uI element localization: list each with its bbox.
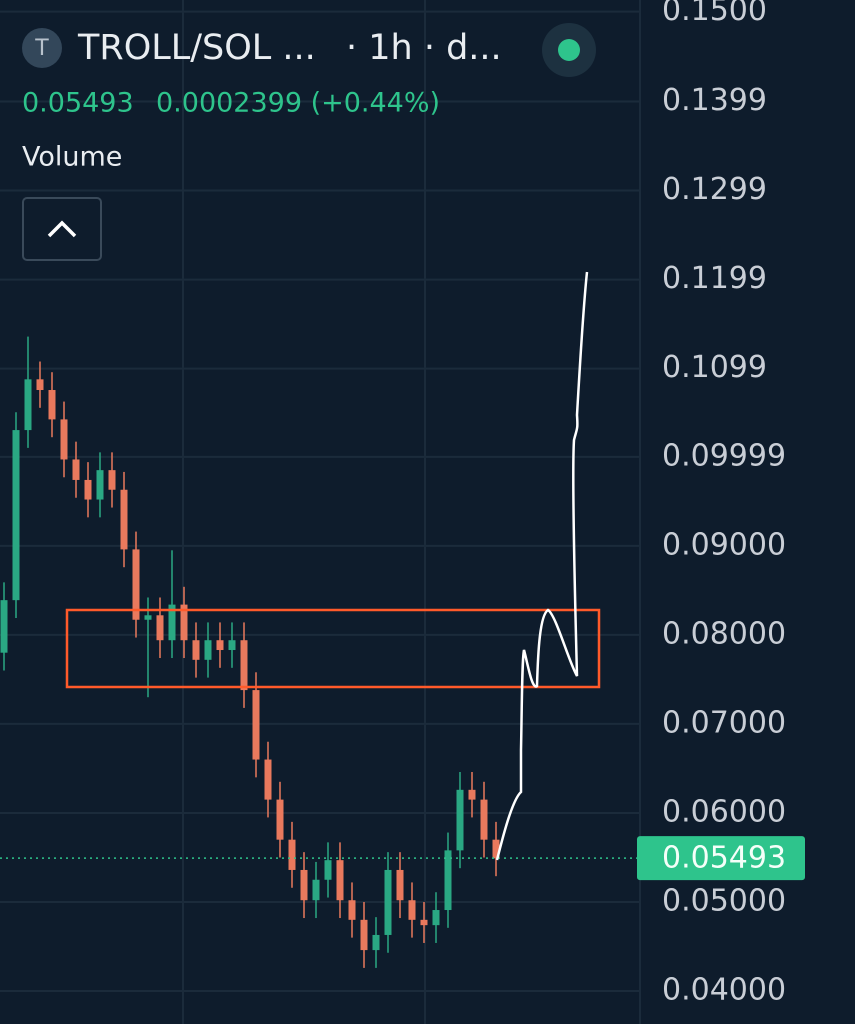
change: 0.0002399 (+0.44%) xyxy=(156,88,440,119)
zone-box xyxy=(65,608,601,689)
y-tick-label: 0.04000 xyxy=(662,973,786,1008)
candle-body xyxy=(432,910,440,926)
candle-body xyxy=(372,934,380,951)
candle-body xyxy=(72,459,80,480)
candle-body xyxy=(300,869,308,901)
price: 0.05493 xyxy=(22,88,134,119)
candle-body xyxy=(36,379,44,391)
candle-body xyxy=(480,799,488,840)
candles xyxy=(0,336,637,968)
collapse-button[interactable] xyxy=(22,197,102,261)
y-tick-label: 0.1500 xyxy=(662,0,767,28)
candle-body xyxy=(216,640,224,651)
candle-body xyxy=(324,860,332,880)
y-tick-label: 0.07000 xyxy=(662,705,786,740)
candle-body xyxy=(336,860,344,901)
token-icon-letter: T xyxy=(34,36,49,61)
candle-body xyxy=(168,604,176,641)
candle-body xyxy=(276,799,284,840)
candle-body xyxy=(120,489,128,550)
candle-body xyxy=(228,640,236,651)
token-icon xyxy=(22,28,62,68)
y-tick-label: 0.05000 xyxy=(662,884,786,919)
status-dot xyxy=(558,39,580,61)
grid xyxy=(0,10,640,993)
candle-body xyxy=(0,600,8,653)
y-tick-label: 0.1299 xyxy=(662,172,767,207)
y-tick-label: 0.1199 xyxy=(662,261,767,296)
candle-body xyxy=(468,789,476,800)
drawn-path xyxy=(495,271,589,861)
candle-body xyxy=(156,615,164,641)
interval: · 1h · d... xyxy=(346,28,502,68)
candle-body xyxy=(84,479,92,500)
candle-body xyxy=(348,900,356,920)
candle-body xyxy=(108,470,116,490)
candle-body xyxy=(132,549,140,620)
volume-label: Volume xyxy=(22,142,122,173)
candle-body xyxy=(12,430,20,601)
candle-body xyxy=(360,919,368,951)
y-axis: 0.1500 0.1399 0.1299 0.1199 0.1099 0.09999 0.0… xyxy=(637,0,805,1008)
candle-body xyxy=(204,640,212,660)
candle-body xyxy=(264,759,272,800)
candle-body xyxy=(252,690,260,760)
y-tick-label: 0.09999 xyxy=(662,438,786,473)
candle-body xyxy=(408,900,416,920)
candle-body xyxy=(144,615,152,620)
y-tick-label: 0.1099 xyxy=(662,350,767,385)
candle-body xyxy=(384,869,392,935)
y-tick-label: 0.1399 xyxy=(662,83,767,118)
candle-body xyxy=(60,419,68,460)
candle-body xyxy=(48,390,56,420)
candle-body xyxy=(192,640,200,660)
candle-body xyxy=(420,919,428,926)
candle-body xyxy=(24,379,32,431)
candle-body xyxy=(96,470,104,500)
candle-body xyxy=(444,850,452,911)
candle-body xyxy=(288,839,296,870)
candle-body xyxy=(240,640,248,691)
pair: TROLL/SOL ... xyxy=(77,28,316,68)
candle-body xyxy=(312,879,320,901)
candle-body xyxy=(180,604,188,641)
candle-body xyxy=(492,839,500,859)
caret-icon xyxy=(47,220,77,238)
y-tick-label: 0.09000 xyxy=(662,527,786,562)
candle-body xyxy=(396,869,404,901)
last-price-tag xyxy=(637,836,805,881)
candle-body xyxy=(456,789,464,851)
y-tick-label: 0.08000 xyxy=(662,616,786,651)
last-price-label: 0.05493 xyxy=(662,841,786,876)
y-tick-label: 0.06000 xyxy=(662,794,786,829)
